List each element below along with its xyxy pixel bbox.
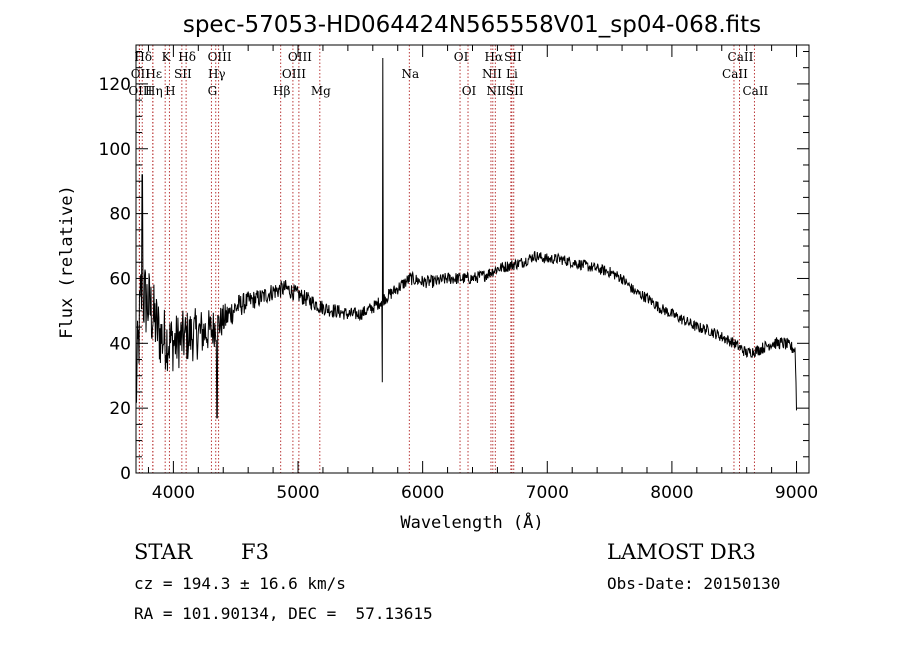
line-marker-label: Hα [485,50,504,64]
line-marker-label: Hδ [134,50,152,64]
x-tick-label: 9000 [775,483,818,503]
line-marker-label: Hε [145,67,162,81]
object-subclass: F3 [241,540,269,564]
x-tick-label: 7000 [526,483,569,503]
line-marker-label: Hδ [178,50,196,64]
obs-date: Obs-Date: 20150130 [607,574,781,593]
line-marker-label: H [165,84,175,98]
line-marker-label: OIII [288,50,312,64]
survey-name: LAMOST DR3 [607,540,756,564]
line-marker-label: OI [462,84,477,98]
line-marker-label: CaII [722,67,748,81]
line-marker-label: Mg [311,84,331,98]
line-marker-label: Hβ [273,84,290,98]
x-axis-label: Wavelength (Å) [400,511,543,533]
coordinates: RA = 101.90134, DEC = 57.13615 [134,604,433,623]
plot-frame [135,44,810,474]
x-tick-label: 8000 [650,483,693,503]
line-marker-label: SII [174,67,192,81]
line-marker-label: OIII [208,50,232,64]
line-marker-label: OIII [128,84,152,98]
line-marker-label: Na [401,67,419,81]
x-tick-label: 6000 [401,483,444,503]
axis-ticks: 4000 5000 6000 7000 8000 9000 0 20 40 60 80 100 120 [99,45,818,503]
line-marker-label: Hγ [208,67,226,81]
line-marker-label: G [208,84,218,98]
y-tick-label: 120 [99,75,131,95]
redshift-value: cz = 194.3 ± 16.6 km/s [134,574,346,593]
y-tick-label: 80 [109,205,131,225]
y-tick-label: 0 [120,464,131,484]
line-marker-label: CaII [728,50,754,64]
chart-title: spec-57053-HD064424N565558V01_sp04-068.f… [183,12,761,38]
line-marker-label: NII [486,84,506,98]
line-marker-label: Li [506,67,518,81]
y-tick-label: 60 [109,269,131,289]
line-marker-label: K [162,50,172,64]
x-tick-label: 4000 [152,483,195,503]
line-marker-label: CaII [742,84,768,98]
y-tick-label: 100 [99,140,131,160]
line-marker-label: SII [506,84,524,98]
line-marker-label: Hη [145,84,163,98]
x-tick-label: 5000 [276,483,319,503]
line-marker-label: OIII [282,67,306,81]
y-axis-label: Flux (relative) [57,185,77,339]
spectrum-line [135,57,797,419]
line-marker-label: OI [454,50,469,64]
y-tick-label: 40 [109,334,131,354]
line-marker-label: SII [504,50,522,64]
line-marker-label: NII [482,67,502,81]
object-class: STAR [134,540,193,564]
y-tick-label: 20 [109,399,131,419]
